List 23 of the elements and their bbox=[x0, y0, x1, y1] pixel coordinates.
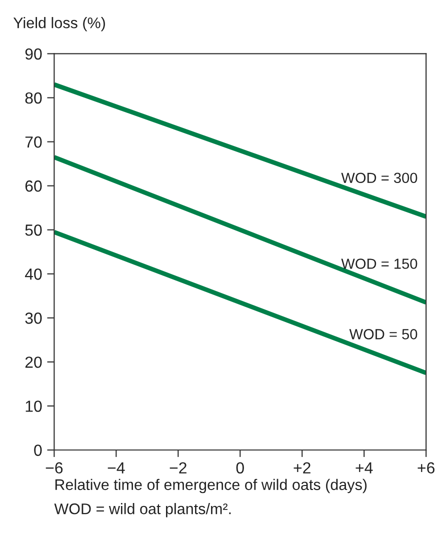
y-tick-label: 10 bbox=[26, 400, 42, 412]
y-tick-label: 0 bbox=[34, 444, 42, 456]
x-tick-label: +4 bbox=[356, 462, 373, 474]
y-tick-label: 50 bbox=[25, 224, 42, 236]
series-label: WOD = 50 bbox=[349, 329, 418, 340]
series-label: WOD = 150 bbox=[341, 258, 418, 269]
y-tick-label: 60 bbox=[25, 180, 42, 192]
series-label: WOD = 300 bbox=[341, 172, 418, 184]
text: WOD = wild oat plants/m². bbox=[54, 503, 231, 518]
y-tick-label: 80 bbox=[25, 92, 42, 104]
x-axis-title: Relative time of emergence of wild oats (days) bbox=[55, 478, 367, 494]
x-tick-label: −2 bbox=[170, 462, 186, 474]
x-tick-label: −4 bbox=[108, 462, 125, 474]
y-tick-label: 20 bbox=[25, 356, 42, 368]
x-tick-label: +2 bbox=[294, 462, 310, 474]
y-tick-label: 30 bbox=[25, 312, 42, 324]
y-tick-label: 70 bbox=[25, 136, 42, 148]
x-tick-label: −6 bbox=[46, 462, 63, 474]
y-tick-label: 90 bbox=[25, 48, 42, 60]
y-tick-label: 40 bbox=[24, 268, 42, 280]
y-axis-title: Yield loss (%) bbox=[13, 17, 105, 32]
x-tick-label: 0 bbox=[236, 462, 244, 474]
x-tick-label: +6 bbox=[418, 462, 434, 474]
